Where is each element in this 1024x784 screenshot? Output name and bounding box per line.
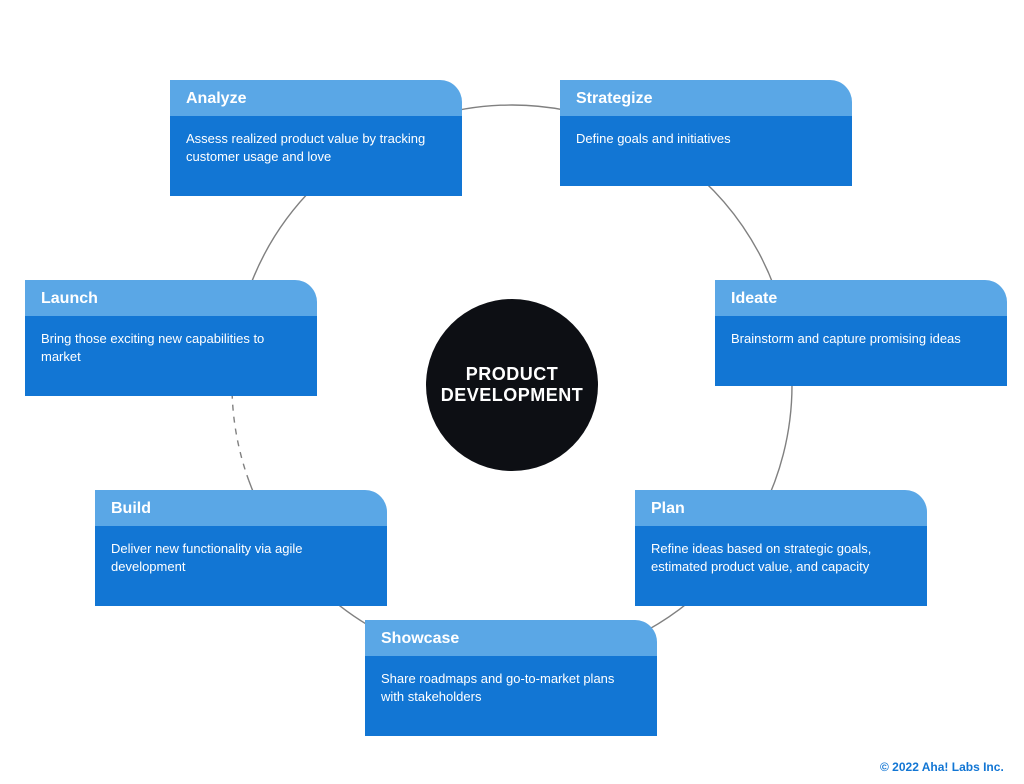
- card-strategize: StrategizeDefine goals and initiatives: [560, 80, 852, 186]
- card-body: Deliver new functionality via agile deve…: [95, 526, 387, 606]
- card-title: Build: [95, 490, 387, 526]
- card-showcase: ShowcaseShare roadmaps and go-to-market …: [365, 620, 657, 736]
- card-analyze: AnalyzeAssess realized product value by …: [170, 80, 462, 196]
- copyright: © 2022 Aha! Labs Inc.: [880, 760, 1004, 774]
- card-plan: PlanRefine ideas based on strategic goal…: [635, 490, 927, 606]
- card-title: Showcase: [365, 620, 657, 656]
- card-title: Launch: [25, 280, 317, 316]
- card-body: Share roadmaps and go-to-market plans wi…: [365, 656, 657, 736]
- center-label: PRODUCT DEVELOPMENT: [426, 299, 598, 471]
- card-title: Strategize: [560, 80, 852, 116]
- diagram-canvas: PRODUCT DEVELOPMENT StrategizeDefine goa…: [0, 0, 1024, 784]
- card-title: Ideate: [715, 280, 1007, 316]
- card-body: Brainstorm and capture promising ideas: [715, 316, 1007, 386]
- card-body: Bring those exciting new capabilities to…: [25, 316, 317, 396]
- card-build: BuildDeliver new functionality via agile…: [95, 490, 387, 606]
- card-title: Analyze: [170, 80, 462, 116]
- center-line2: DEVELOPMENT: [441, 385, 584, 406]
- center-line1: PRODUCT: [441, 364, 584, 385]
- card-body: Define goals and initiatives: [560, 116, 852, 186]
- card-body: Refine ideas based on strategic goals, e…: [635, 526, 927, 606]
- card-launch: LaunchBring those exciting new capabilit…: [25, 280, 317, 396]
- card-ideate: IdeateBrainstorm and capture promising i…: [715, 280, 1007, 386]
- card-title: Plan: [635, 490, 927, 526]
- card-body: Assess realized product value by trackin…: [170, 116, 462, 196]
